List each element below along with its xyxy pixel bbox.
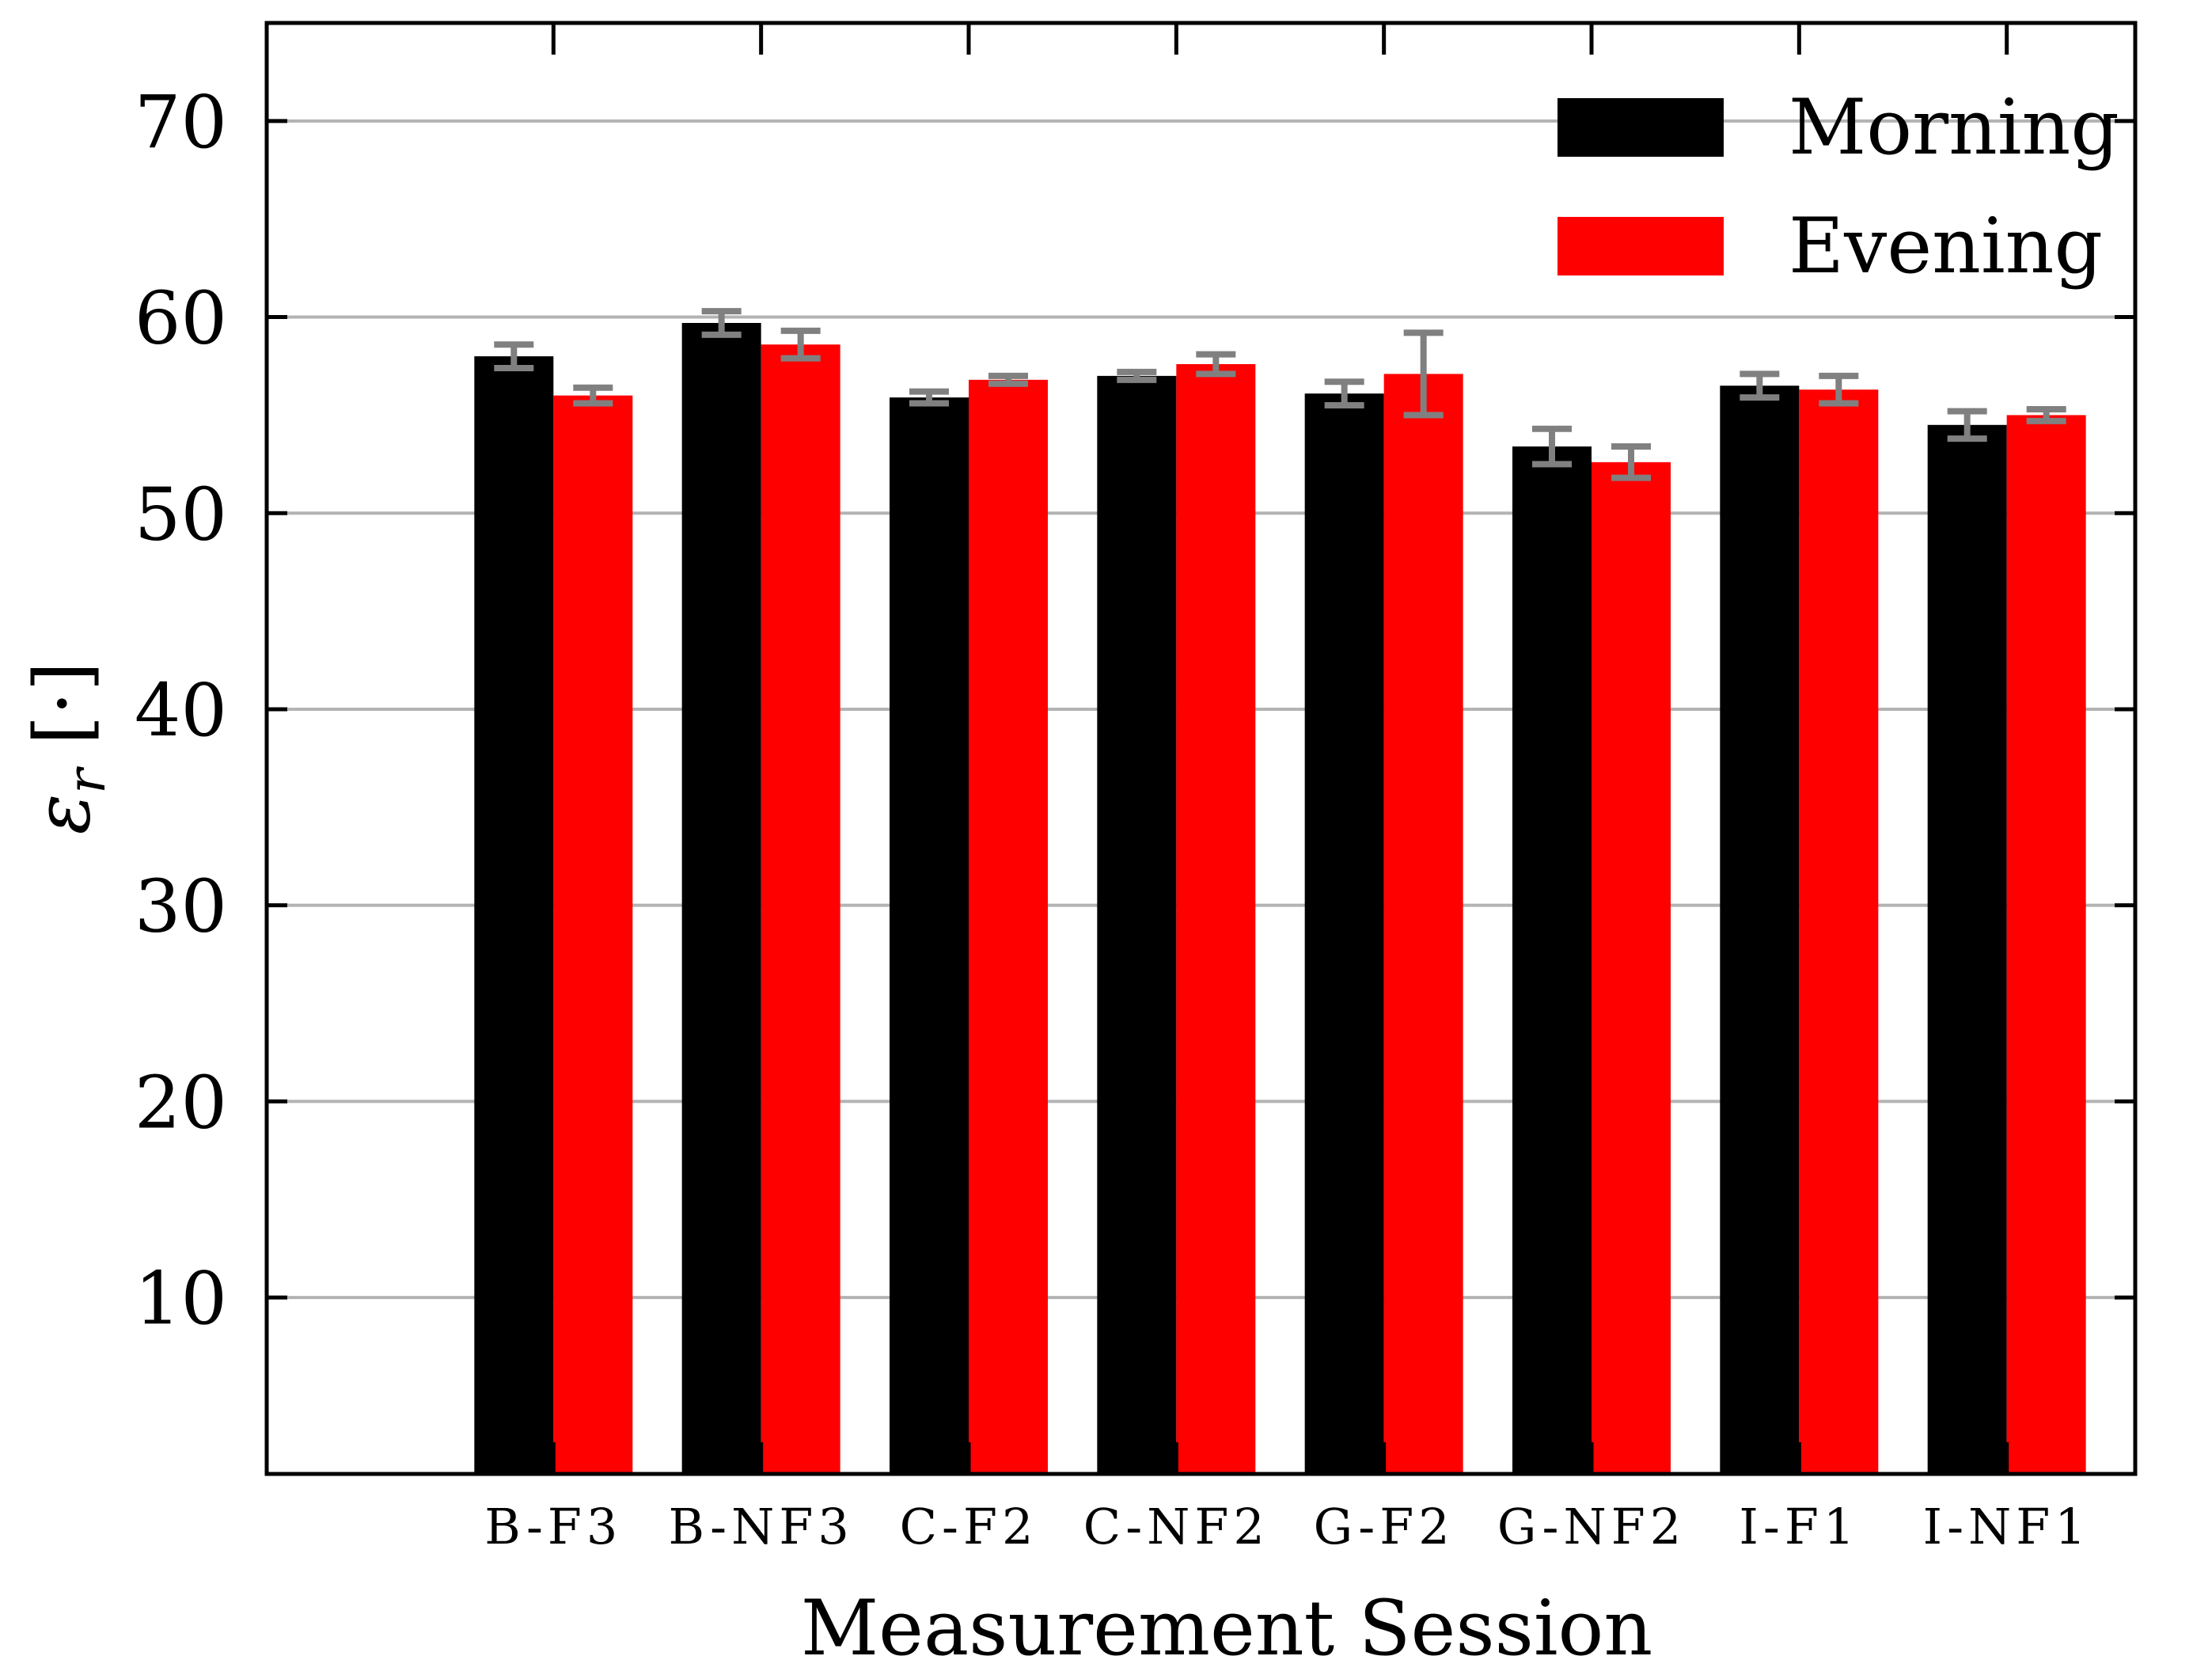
x-tick-label: G-NF2 — [1497, 1498, 1686, 1555]
y-axis-label: εr [·] — [18, 662, 117, 835]
y-tick-label: 30 — [135, 864, 227, 949]
bar-morning — [1512, 446, 1592, 1474]
y-tick-label: 50 — [135, 472, 227, 556]
y-axis-unit: [·] — [18, 662, 107, 745]
y-tick-label: 10 — [135, 1256, 227, 1341]
bar-morning — [1720, 386, 1800, 1474]
bar-evening — [1592, 461, 1671, 1475]
bar-evening — [553, 395, 633, 1474]
y-tick-labels: 10 20 30 40 50 60 70 — [135, 80, 227, 1341]
x-tick-labels: B-F3 B-NF3 C-F2 C-NF2 G-F2 G-NF2 I-F1 I-NF1 — [484, 1498, 2091, 1555]
bar-evening — [1383, 374, 1463, 1475]
bar-morning — [1097, 375, 1177, 1474]
legend-label-evening: Evening — [1789, 202, 2103, 291]
error-bars — [494, 308, 2066, 481]
plot-frame — [264, 21, 2138, 1476]
x-tick-label: I-NF1 — [1923, 1498, 2091, 1555]
bar-evening — [1799, 389, 1879, 1474]
bar-morning — [474, 356, 554, 1474]
legend: Morning Evening — [1558, 83, 2119, 291]
legend-swatch-evening — [1558, 217, 1724, 275]
bar-morning — [890, 397, 969, 1474]
bar-evening — [969, 379, 1048, 1475]
x-axis-label: Measurement Session — [801, 1584, 1652, 1673]
bar-morning — [681, 322, 761, 1475]
y-axis-symbol: ε — [18, 794, 107, 835]
y-tick-label: 40 — [135, 668, 227, 753]
bar-evening — [1176, 364, 1256, 1475]
axis-ticks — [267, 23, 2135, 1474]
x-tick-label: C-F2 — [900, 1498, 1038, 1555]
y-tick-label: 70 — [135, 80, 227, 165]
bar-morning — [1927, 424, 2007, 1474]
bars — [474, 322, 2086, 1475]
y-tick-label: 20 — [135, 1060, 227, 1145]
legend-swatch-morning — [1558, 98, 1724, 157]
bar-evening — [761, 344, 840, 1474]
y-axis-subscript: r — [56, 766, 117, 794]
legend-label-morning: Morning — [1789, 83, 2119, 172]
x-tick-label: B-NF3 — [668, 1498, 853, 1555]
x-tick-label: G-F2 — [1314, 1498, 1455, 1555]
bar-morning — [1304, 393, 1384, 1475]
y-tick-label: 60 — [135, 276, 227, 361]
x-tick-label: B-F3 — [484, 1498, 622, 1555]
bar-evening — [2006, 415, 2086, 1474]
x-tick-label: C-NF2 — [1083, 1498, 1269, 1555]
x-tick-label: I-F1 — [1739, 1498, 1859, 1555]
